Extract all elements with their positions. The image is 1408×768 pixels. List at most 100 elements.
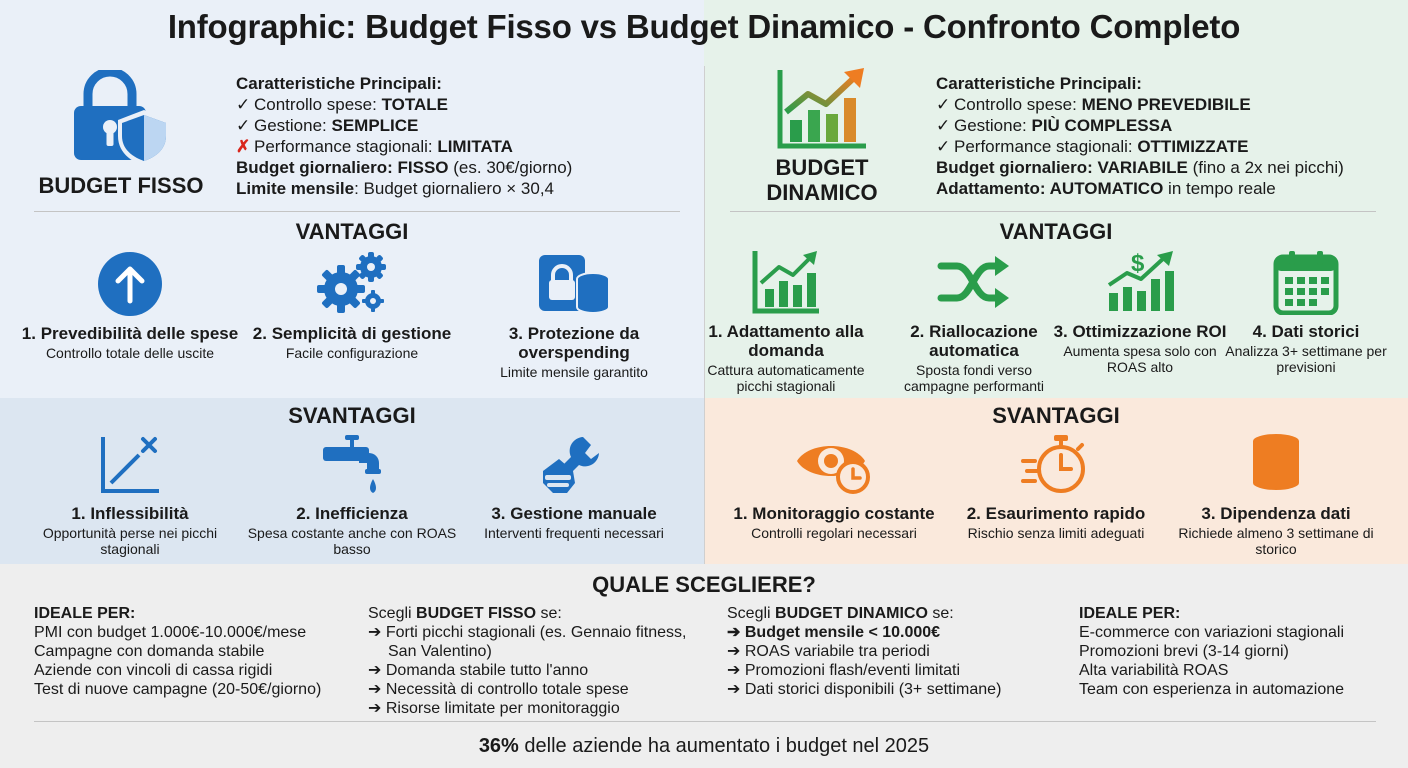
footer-divider bbox=[34, 721, 1376, 722]
calendar-icon bbox=[1218, 246, 1394, 318]
card-desc: Controllo totale delle uscite bbox=[45, 345, 215, 361]
monthly-limit-row: Limite mensile: Budget giornaliero × 30,… bbox=[236, 179, 555, 198]
card-title: 1. Monitoraggio costante bbox=[733, 504, 935, 523]
list-item: Test di nuove campagne (20-50€/giorno) bbox=[34, 681, 322, 698]
arrow-icon: ➔ bbox=[727, 624, 741, 641]
dinamico-svantaggio-card: 1. Monitoraggio costante Controlli regol… bbox=[724, 428, 944, 541]
daily-budget-row: Budget giornaliero: VARIABILE (fino a 2x… bbox=[936, 158, 1344, 177]
lock-database-icon bbox=[464, 248, 684, 320]
features-heading: Caratteristiche Principali: bbox=[936, 74, 1142, 93]
list-item: ➔ Dati storici disponibili (3+ settimane… bbox=[727, 681, 1002, 698]
dinamico-vantaggio-card: 1. Adattamento alla domanda Cattura auto… bbox=[698, 246, 874, 394]
feature-item: ✓ Gestione: PIÙ COMPLESSA bbox=[936, 116, 1173, 135]
list-item: ➔ Promozioni flash/eventi limitati bbox=[727, 662, 961, 679]
eye-clock-icon bbox=[724, 428, 944, 500]
card-title: 3. Gestione manuale bbox=[491, 504, 657, 523]
dinamico-top-panel bbox=[704, 0, 1408, 398]
card-title: 1. Prevedibilità delle spese bbox=[21, 324, 239, 343]
card-desc: Facile configurazione bbox=[285, 345, 419, 361]
card-title: 3. Dipendenza dati bbox=[1201, 504, 1351, 523]
card-desc: Rischio senza limiti adeguati bbox=[967, 525, 1145, 541]
scegli-fisso-column: Scegli BUDGET FISSO se: ➔ Forti picchi s… bbox=[368, 604, 718, 718]
growth-chart-icon bbox=[774, 66, 870, 157]
arrow-icon: ➔ bbox=[727, 681, 741, 698]
list-item: ➔ ROAS variabile tra periodi bbox=[727, 643, 930, 660]
dinamico-svantaggio-card: 2. Esaurimento rapido Rischio senza limi… bbox=[946, 428, 1166, 541]
dinamico-divider bbox=[730, 211, 1376, 212]
column-divider bbox=[704, 66, 705, 564]
check-icon: ✓ bbox=[236, 95, 251, 114]
footer-stat: 36% delle aziende ha aumentato i budget … bbox=[0, 735, 1408, 758]
fisso-features: Caratteristiche Principali: ✓ Controllo s… bbox=[236, 73, 572, 199]
card-desc: Aumenta spesa solo con ROAS alto bbox=[1063, 343, 1217, 375]
dinamico-svantaggio-card: 3. Dipendenza dati Richiede almeno 3 set… bbox=[1166, 428, 1386, 557]
arrow-icon: ➔ bbox=[368, 681, 382, 698]
feature-item: ✓ Performance stagionali: OTTIMIZZATE bbox=[936, 137, 1249, 156]
card-title: 2. Semplicità di gestione bbox=[252, 324, 452, 343]
card-title: 3. Ottimizzazione ROI bbox=[1053, 322, 1227, 341]
check-icon: ✓ bbox=[236, 116, 251, 135]
dinamico-svantaggi-title: SVANTAGGI bbox=[992, 403, 1120, 428]
fisso-svantaggi-panel bbox=[0, 398, 704, 564]
check-icon: ✓ bbox=[936, 137, 951, 156]
choose-title: QUALE SCEGLIERE? bbox=[592, 572, 816, 597]
card-desc: Controlli regolari necessari bbox=[751, 525, 917, 541]
arrow-icon: ➔ bbox=[368, 624, 382, 641]
chart-x-icon bbox=[20, 428, 240, 500]
arrow-icon: ➔ bbox=[727, 643, 741, 660]
card-desc: Limite mensile garantito bbox=[500, 364, 648, 380]
ideal-dinamico-column: IDEALE PER: E-commerce con variazioni st… bbox=[1079, 604, 1389, 699]
card-desc: Interventi frequenti necessari bbox=[484, 525, 664, 541]
scegli-heading: Scegli BUDGET DINAMICO se: bbox=[727, 605, 954, 622]
arrow-icon: ➔ bbox=[727, 662, 741, 679]
card-desc: Cattura automaticamente picchi stagional… bbox=[707, 362, 865, 394]
bar-growth-icon bbox=[698, 246, 874, 318]
ideal-heading: IDEALE PER: bbox=[34, 605, 136, 622]
arrow-up-circle-icon bbox=[20, 248, 240, 320]
fisso-svantaggio-card: 1. Inflessibilità Opportunità perse nei … bbox=[20, 428, 240, 557]
scegli-dinamico-column: Scegli BUDGET DINAMICO se: ➔ Budget mens… bbox=[727, 604, 1047, 699]
ideal-fisso-column: IDEALE PER: PMI con budget 1.000€-10.000… bbox=[34, 604, 354, 699]
faucet-icon bbox=[242, 428, 462, 500]
list-item: ➔ Domanda stabile tutto l'anno bbox=[368, 662, 589, 679]
list-item: Alta variabilità ROAS bbox=[1079, 662, 1229, 679]
fisso-top-panel bbox=[0, 0, 704, 398]
card-desc: Sposta fondi verso campagne performanti bbox=[903, 362, 1045, 394]
feature-item: ✓ Controllo spese: TOTALE bbox=[236, 95, 449, 114]
scegli-heading: Scegli BUDGET FISSO se: bbox=[368, 605, 562, 622]
feature-item: ✓ Controllo spese: MENO PREVEDIBILE bbox=[936, 95, 1251, 114]
check-icon: ✓ bbox=[936, 116, 951, 135]
cross-icon: ✗ bbox=[236, 137, 251, 156]
stopwatch-icon bbox=[946, 428, 1166, 500]
shuffle-icon bbox=[886, 246, 1062, 318]
card-title: 1. Adattamento alla domanda bbox=[708, 322, 864, 360]
budget-dinamico-label: BUDGET DINAMICO bbox=[766, 155, 878, 205]
dinamico-vantaggi-title: VANTAGGI bbox=[999, 219, 1113, 244]
feature-item: ✗ Performance stagionali: LIMITATA bbox=[236, 137, 513, 156]
check-icon: ✓ bbox=[936, 95, 951, 114]
stat-text: delle aziende ha aumentato i budget nel … bbox=[518, 735, 930, 757]
card-title: 2. Esaurimento rapido bbox=[966, 504, 1146, 523]
fisso-divider bbox=[34, 211, 680, 212]
dinamico-vantaggio-card: $ 3. Ottimizzazione ROI Aumenta spesa so… bbox=[1052, 246, 1228, 375]
ideal-heading: IDEALE PER: bbox=[1079, 605, 1181, 622]
adaptation-row: Adattamento: AUTOMATICO in tempo reale bbox=[936, 179, 1276, 198]
dollar-growth-icon: $ bbox=[1052, 246, 1228, 318]
card-title: 4. Dati storici bbox=[1252, 322, 1360, 341]
fisso-svantaggio-card: 2. Inefficienza Spesa costante anche con… bbox=[242, 428, 462, 557]
budget-fisso-label: BUDGET FISSO bbox=[38, 173, 204, 198]
page-title: Infographic: Budget Fisso vs Budget Dina… bbox=[167, 8, 1241, 45]
list-item: PMI con budget 1.000€-10.000€/mese bbox=[34, 624, 307, 641]
card-title: 3. Protezione da overspending bbox=[508, 324, 640, 362]
card-desc: Spesa costante anche con ROAS basso bbox=[247, 525, 457, 557]
feature-item: ✓ Gestione: SEMPLICE bbox=[236, 116, 419, 135]
gears-icon bbox=[242, 248, 462, 320]
list-item: Promozioni brevi (3-14 giorni) bbox=[1079, 643, 1289, 660]
fisso-vantaggi-title: VANTAGGI bbox=[295, 219, 409, 244]
list-item: Campagne con domanda stabile bbox=[34, 643, 265, 660]
list-item: ➔ Risorse limitate per monitoraggio bbox=[368, 700, 620, 717]
card-title: 2. Inefficienza bbox=[296, 504, 408, 523]
dinamico-vantaggio-card: 2. Riallocazione automatica Sposta fondi… bbox=[886, 246, 1062, 394]
list-item: ➔ Forti picchi stagionali (es. Gennaio f… bbox=[368, 624, 687, 660]
daily-budget-row: Budget giornaliero: FISSO (es. 30€/giorn… bbox=[236, 158, 573, 177]
